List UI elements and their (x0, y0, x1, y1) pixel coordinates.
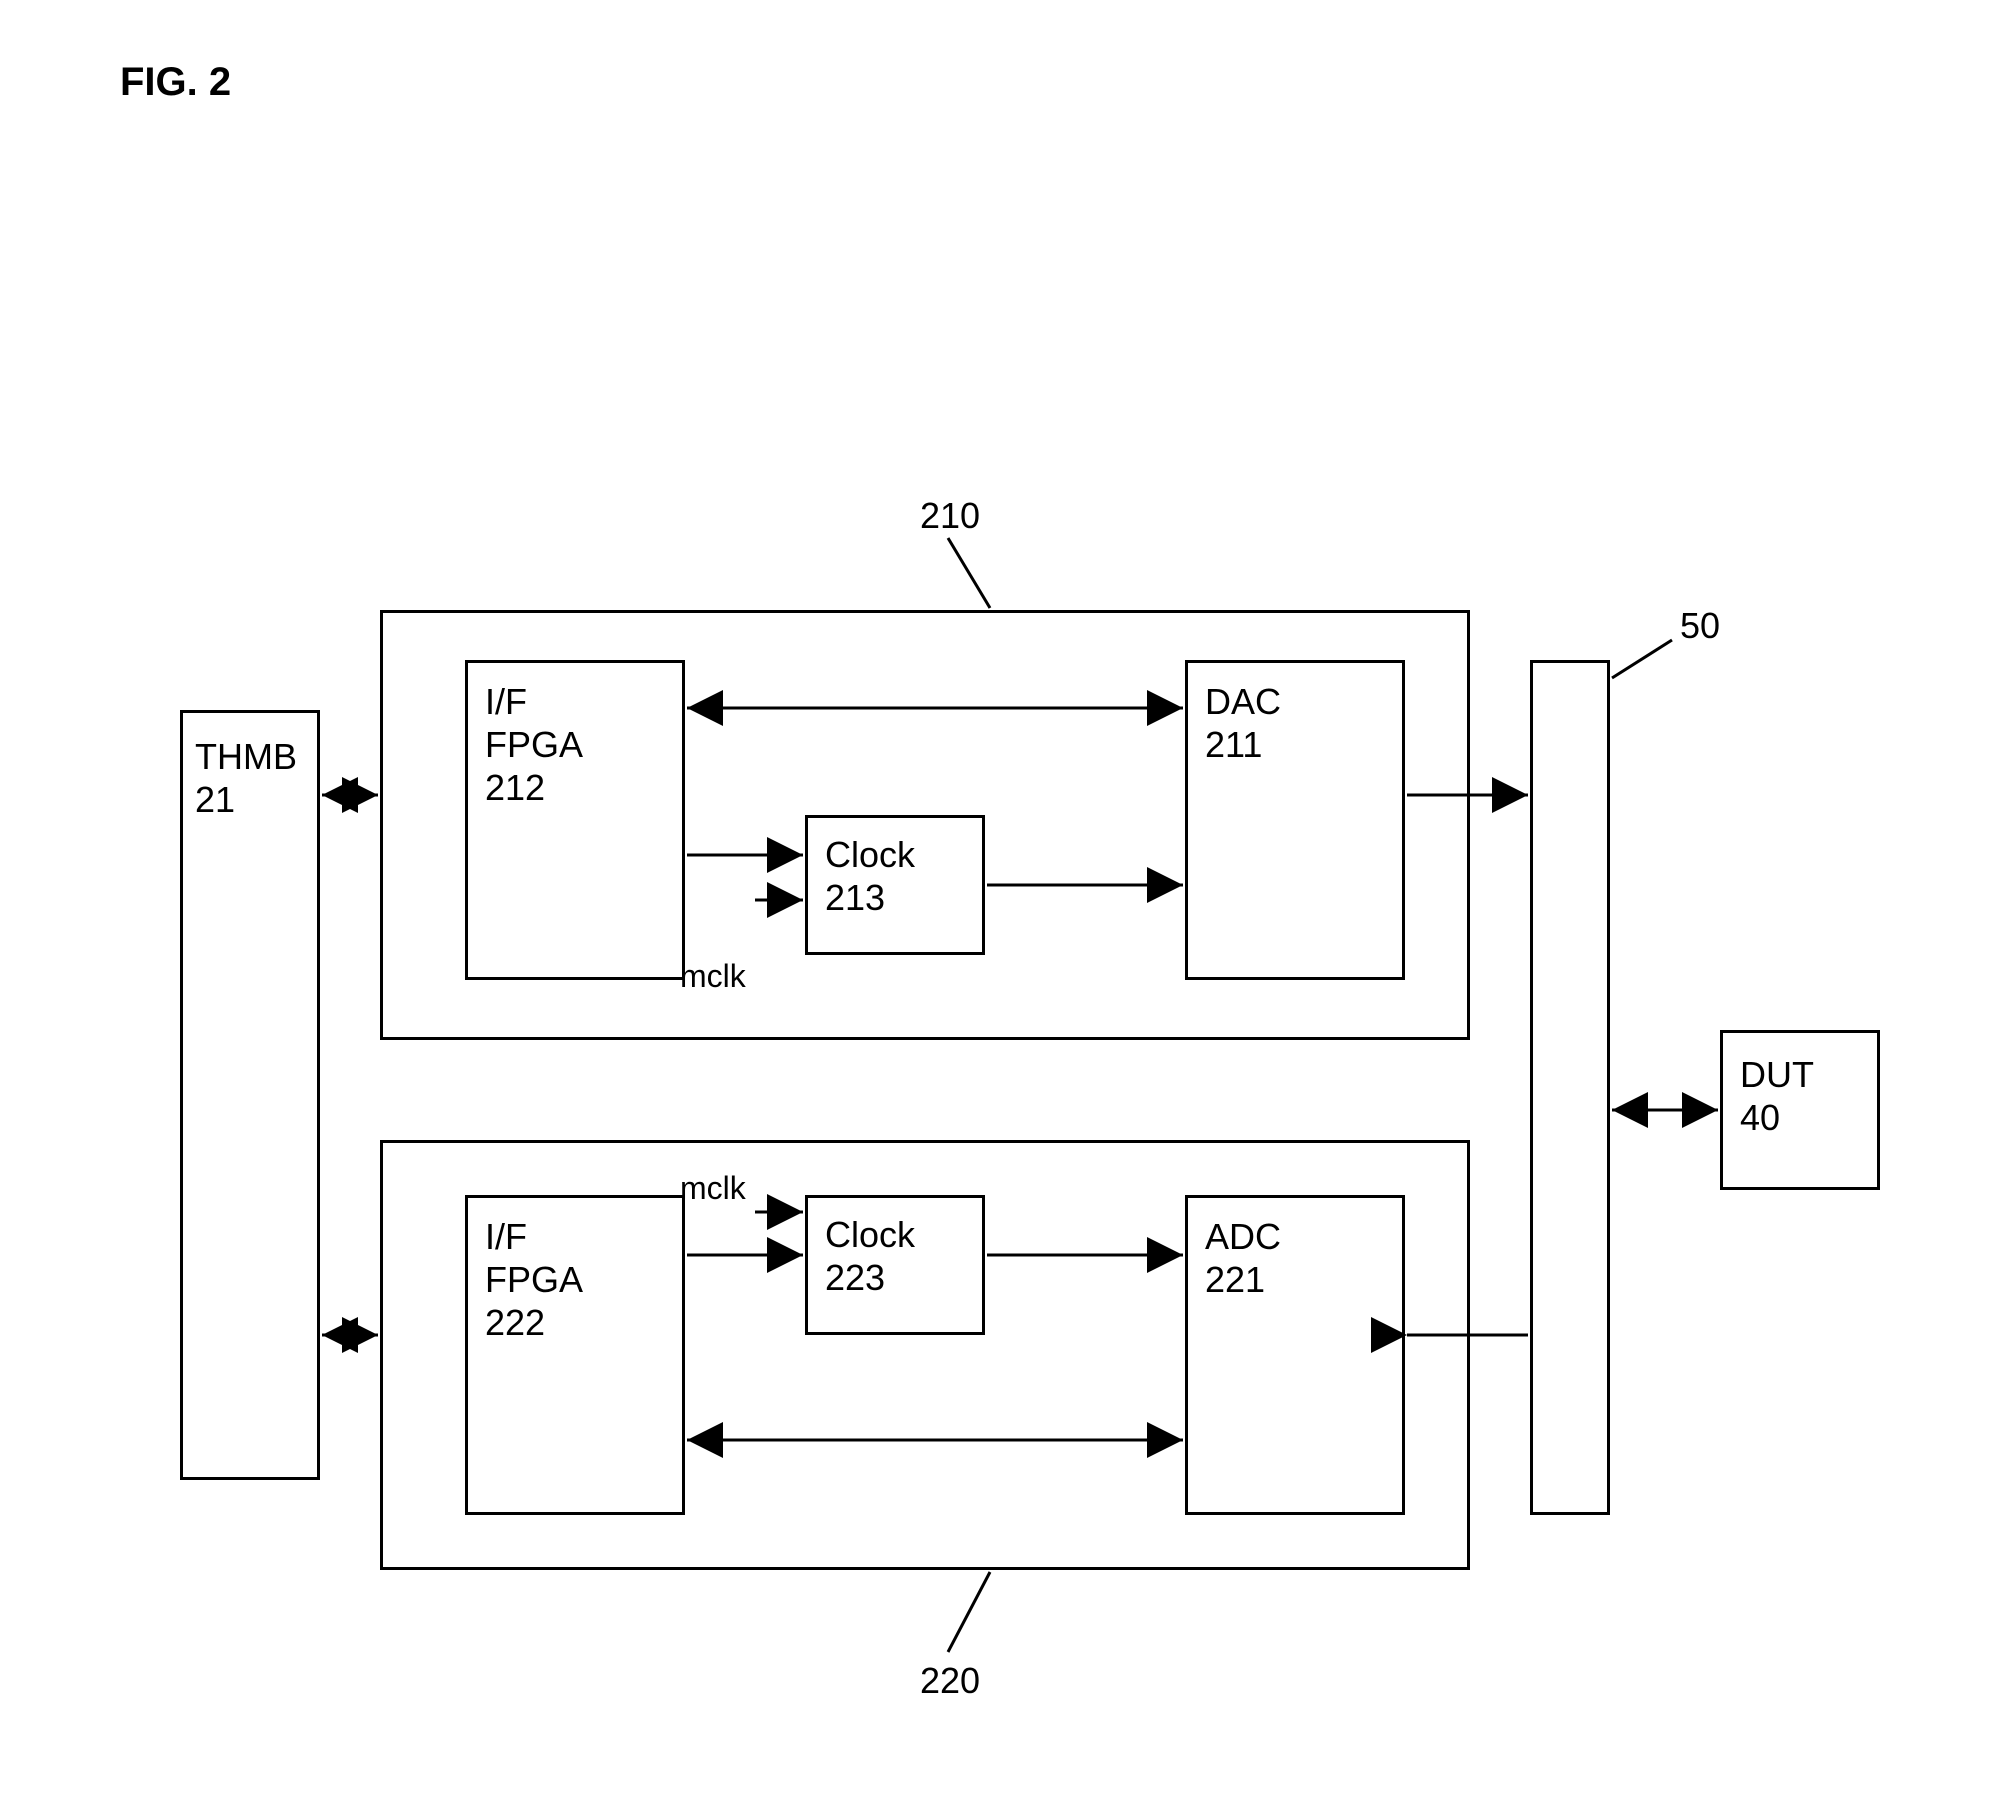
ref-210: 210 (920, 495, 980, 537)
clock-213-line2: 213 (825, 877, 885, 918)
fpga-212-line3: 212 (485, 767, 545, 808)
dac-211-line1: DAC (1205, 681, 1281, 722)
figure-title-text: FIG. 2 (120, 60, 231, 104)
thmb-line2: 21 (195, 779, 235, 820)
adc-221-line2: 221 (1205, 1259, 1265, 1300)
fpga-222-line1: I/F (485, 1216, 527, 1257)
block-50 (1530, 660, 1610, 1515)
fpga-212-line2: FPGA (485, 724, 583, 765)
thmb-block (180, 710, 320, 1480)
fpga-222-line2: FPGA (485, 1259, 583, 1300)
adc-221-line1: ADC (1205, 1216, 1281, 1257)
adc-221-label: ADC 221 (1205, 1215, 1281, 1301)
clock-213-label: Clock 213 (825, 833, 915, 919)
ref-220: 220 (920, 1660, 980, 1702)
leader-leader-210 (948, 538, 990, 608)
dut-40-line1: DUT (1740, 1054, 1814, 1095)
leader-leader-50 (1612, 640, 1672, 678)
clock-223-line1: Clock (825, 1214, 915, 1255)
ref-220-text: 220 (920, 1660, 980, 1701)
thmb-label: THMB 21 (195, 735, 297, 821)
mclk-top-label: mclk (680, 958, 746, 995)
dut-40-line2: 40 (1740, 1097, 1780, 1138)
fpga-212-label: I/F FPGA 212 (485, 680, 583, 810)
dac-211-line2: 211 (1205, 724, 1262, 765)
fpga-222-line3: 222 (485, 1302, 545, 1343)
ref-50-text: 50 (1680, 605, 1720, 646)
ref-50: 50 (1680, 605, 1720, 647)
fpga-212-line1: I/F (485, 681, 527, 722)
figure-title: FIG. 2 (120, 60, 231, 105)
clock-223-label: Clock 223 (825, 1213, 915, 1299)
clock-223-line2: 223 (825, 1257, 885, 1298)
dut-40-label: DUT 40 (1740, 1053, 1814, 1139)
mclk-bottom-label: mclk (680, 1170, 746, 1207)
clock-213-line1: Clock (825, 834, 915, 875)
mclk-bottom-text: mclk (680, 1170, 746, 1206)
ref-210-text: 210 (920, 495, 980, 536)
mclk-top-text: mclk (680, 958, 746, 994)
thmb-line1: THMB (195, 736, 297, 777)
dac-211-label: DAC 211 (1205, 680, 1281, 766)
leader-leader-220 (948, 1572, 990, 1652)
fpga-222-label: I/F FPGA 222 (485, 1215, 583, 1345)
